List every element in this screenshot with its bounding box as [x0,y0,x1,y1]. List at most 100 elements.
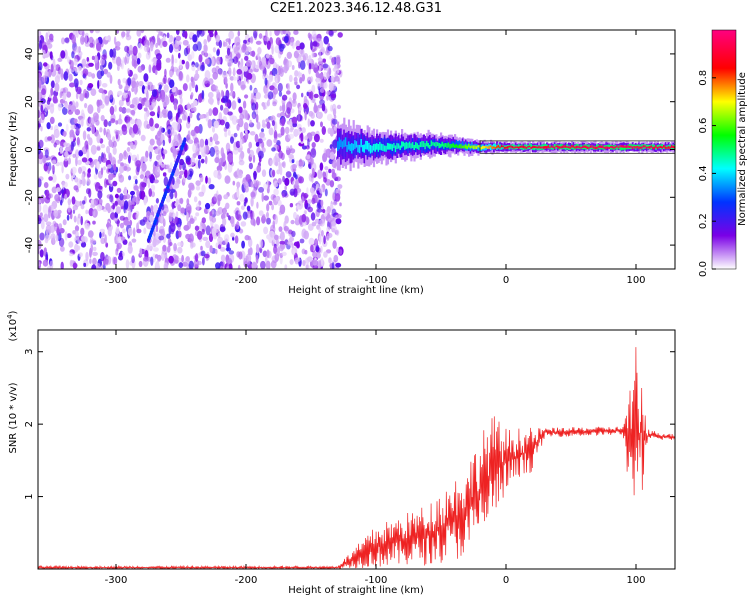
heatmap-cell [521,145,524,148]
heatmap-cell [90,144,97,155]
heatmap-cell [84,222,91,230]
heatmap-cell [332,201,338,206]
heatmap-cell [315,246,320,253]
heatmap-cell [186,121,191,129]
heatmap-cell [127,77,132,86]
heatmap-cell [264,87,269,96]
heatmap-cell [101,83,108,88]
heatmap-cell [160,163,165,168]
heatmap-cell [72,262,78,269]
heatmap-cell [47,136,53,141]
heatmap-cell [135,160,141,168]
heatmap-cell [105,36,109,41]
heatmap-cell [77,213,81,219]
heatmap-cell [70,104,76,113]
heatmap-cell [237,264,241,269]
heatmap-cell [289,148,296,154]
heatmap-cell [102,231,105,237]
heatmap-cell [269,57,275,65]
heatmap-cell [535,146,538,149]
heatmap-cell [162,139,166,147]
heatmap-cell [599,145,602,148]
heatmap-cell [252,114,256,119]
heatmap-cell [74,225,80,232]
heatmap-cell [131,197,135,207]
heatmap-cell [76,178,82,189]
heatmap-cell [274,182,279,188]
heatmap-cell [527,146,530,148]
heatmap-cell [45,229,49,235]
heatmap-cell [320,245,323,254]
heatmap-cell [152,101,156,109]
heatmap-cell [268,200,273,206]
heatmap-cell [316,77,322,87]
heatmap-cell [118,252,123,257]
heatmap-cell [475,146,478,149]
heatmap-cell [277,133,283,138]
heatmap-cell [86,178,91,186]
heatmap-cell [139,181,145,192]
heatmap-cell [187,139,194,144]
heatmap-cell [87,71,93,77]
heatmap-cell [336,246,340,253]
heatmap-cell [251,261,258,269]
heatmap-cell [283,36,289,44]
heatmap-cell [187,102,191,112]
heatmap-cell [226,47,231,56]
heatmap-cell [310,212,316,221]
heatmap-cell [278,65,281,76]
heatmap-cell [146,244,150,252]
colorbar-ticks: 0.0 0.2 0.4 0.6 0.8 [698,70,716,277]
heatmap-cell [307,118,310,128]
heatmap-cell [171,86,177,93]
heatmap-cell [343,139,346,148]
heatmap-cell [633,146,636,148]
heatmap-cell [73,78,79,88]
heatmap-cell [323,82,328,89]
heatmap-cell [362,145,365,152]
heatmap-cell [326,95,329,101]
heatmap-cell [216,49,220,57]
heatmap-cell [552,145,555,149]
heatmap-cell [175,211,179,218]
y-tick-label: 40 [24,48,35,61]
heatmap-cell [419,141,422,148]
heatmap-cell [429,144,432,149]
heatmap-cell [61,164,64,174]
heatmap-cell [270,43,274,50]
heatmap-cell [154,69,158,76]
heatmap-cell [266,121,271,129]
heatmap-cell [51,164,55,172]
heatmap-cell [376,143,379,150]
heatmap-cell [112,48,117,58]
heatmap-cell [64,157,68,162]
heatmap-cell [137,52,142,59]
heatmap-cell [54,194,60,202]
heatmap-cell [66,56,70,63]
heatmap-cell [326,226,331,233]
heatmap-cell [299,77,303,84]
heatmap-cell [627,145,630,148]
heatmap-cell [328,257,332,264]
heatmap-cell [90,239,97,244]
heatmap-cell [178,262,183,269]
heatmap-cell [317,104,323,109]
heatmap-cell [176,41,182,46]
heatmap-cell [215,89,220,94]
heatmap-cell [508,145,511,148]
heatmap-cell [619,145,622,151]
heatmap-cell [201,90,205,100]
heatmap-cell [309,187,315,194]
heatmap-cell [247,235,251,241]
heatmap-cell [150,205,154,212]
colorbar-label: Normalized spectral amplitude [737,72,748,226]
heatmap-cell [300,48,305,58]
heatmap-cell [635,146,638,149]
heatmap-cell [217,244,222,250]
x-tick-label: 100 [626,575,645,586]
heatmap-cell [45,251,49,260]
heatmap-cell [285,145,290,150]
heatmap-cell [139,247,143,257]
heatmap-cell [251,102,257,111]
heatmap-cell [329,144,333,150]
